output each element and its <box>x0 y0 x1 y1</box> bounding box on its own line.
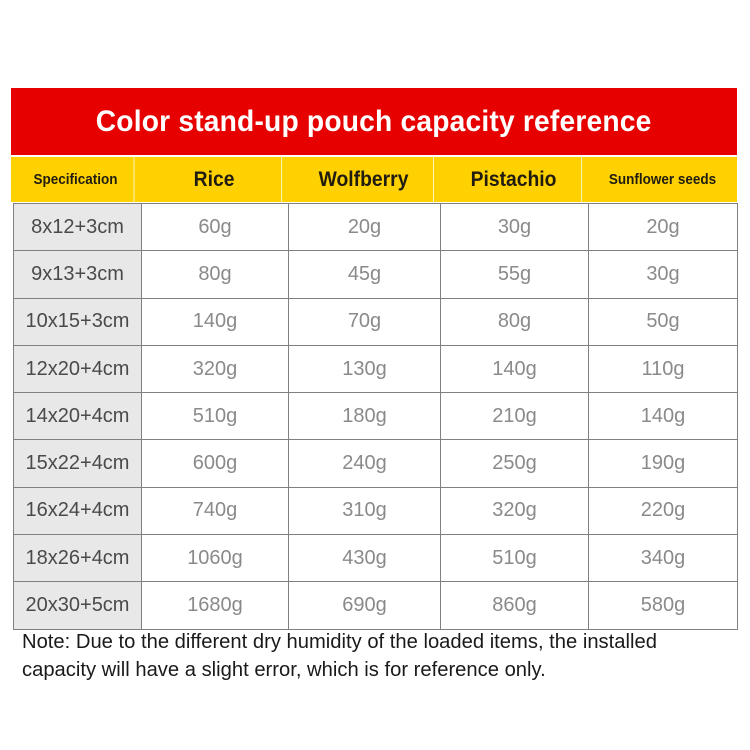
cell-pistachio: 80g <box>440 297 589 346</box>
cell-sunflower-seeds: 580g <box>588 581 738 630</box>
cell-rice: 600g <box>141 439 289 488</box>
cell-sunflower-seeds: 140g <box>588 392 738 441</box>
column-header-rice: Rice <box>147 157 283 202</box>
table-row: 15x22+4cm 600g 240g 250g 190g <box>13 439 738 488</box>
cell-sunflower-seeds: 190g <box>588 439 738 488</box>
table-header-row: Specification Rice Wolfberry Pistachio S… <box>11 157 737 202</box>
cell-specification: 20x30+5cm <box>13 581 142 630</box>
cell-wolfberry: 430g <box>288 534 441 583</box>
cell-specification: 18x26+4cm <box>13 534 142 583</box>
cell-specification: 10x15+3cm <box>13 297 142 346</box>
cell-rice: 320g <box>141 344 289 394</box>
table-row: 14x20+4cm 510g 180g 210g 140g <box>13 392 738 441</box>
cell-rice: 60g <box>141 202 289 252</box>
table-row: 16x24+4cm 740g 310g 320g 220g <box>13 486 738 536</box>
cell-specification: 14x20+4cm <box>13 392 142 441</box>
cell-specification: 8x12+3cm <box>13 202 142 252</box>
cell-specification: 15x22+4cm <box>13 439 142 488</box>
footnote: Note: Due to the different dry humidity … <box>22 630 657 681</box>
cell-pistachio: 250g <box>440 439 589 488</box>
cell-rice: 740g <box>141 486 289 536</box>
cell-wolfberry: 130g <box>288 344 441 394</box>
title-banner: Color stand-up pouch capacity reference <box>11 88 737 155</box>
capacity-table-body: 8x12+3cm 60g 20g 30g 20g 9x13+3cm 80g 45… <box>13 202 738 630</box>
table-row: 18x26+4cm 1060g 430g 510g 340g <box>13 534 738 583</box>
cell-wolfberry: 45g <box>288 250 441 299</box>
cell-wolfberry: 310g <box>288 486 441 536</box>
cell-specification: 9x13+3cm <box>13 250 142 299</box>
cell-rice: 140g <box>141 297 289 346</box>
table-row: 20x30+5cm 1680g 690g 860g 580g <box>13 581 738 630</box>
table-row: 9x13+3cm 80g 45g 55g 30g <box>13 250 738 299</box>
cell-pistachio: 55g <box>440 250 589 299</box>
cell-rice: 1060g <box>141 534 289 583</box>
cell-sunflower-seeds: 30g <box>588 250 738 299</box>
cell-sunflower-seeds: 110g <box>588 344 738 394</box>
cell-wolfberry: 20g <box>288 202 441 252</box>
column-header-specification: Specification <box>18 157 135 202</box>
cell-rice: 510g <box>141 392 289 441</box>
column-header-pistachio: Pistachio <box>446 157 583 202</box>
cell-pistachio: 30g <box>440 202 589 252</box>
table-row: 10x15+3cm 140g 70g 80g 50g <box>13 297 738 346</box>
capacity-table: 8x12+3cm 60g 20g 30g 20g 9x13+3cm 80g 45… <box>13 202 738 630</box>
cell-specification: 12x20+4cm <box>13 344 142 394</box>
cell-wolfberry: 240g <box>288 439 441 488</box>
cell-specification: 16x24+4cm <box>13 486 142 536</box>
cell-sunflower-seeds: 50g <box>588 297 738 346</box>
cell-pistachio: 860g <box>440 581 589 630</box>
column-header-sunflower-seeds: Sunflower seeds <box>608 171 717 188</box>
cell-wolfberry: 690g <box>288 581 441 630</box>
cell-pistachio: 320g <box>440 486 589 536</box>
page-title: Color stand-up pouch capacity reference <box>96 104 652 138</box>
cell-wolfberry: 70g <box>288 297 441 346</box>
cell-wolfberry: 180g <box>288 392 441 441</box>
cell-pistachio: 210g <box>440 392 589 441</box>
cell-rice: 80g <box>141 250 289 299</box>
cell-rice: 1680g <box>141 581 289 630</box>
table-row: 8x12+3cm 60g 20g 30g 20g <box>13 202 738 252</box>
cell-sunflower-seeds: 220g <box>588 486 738 536</box>
column-header-wolfberry: Wolfberry <box>294 157 434 202</box>
table-row: 12x20+4cm 320g 130g 140g 110g <box>13 344 738 394</box>
cell-sunflower-seeds: 340g <box>588 534 738 583</box>
cell-pistachio: 140g <box>440 344 589 394</box>
cell-pistachio: 510g <box>440 534 589 583</box>
cell-sunflower-seeds: 20g <box>588 202 738 252</box>
